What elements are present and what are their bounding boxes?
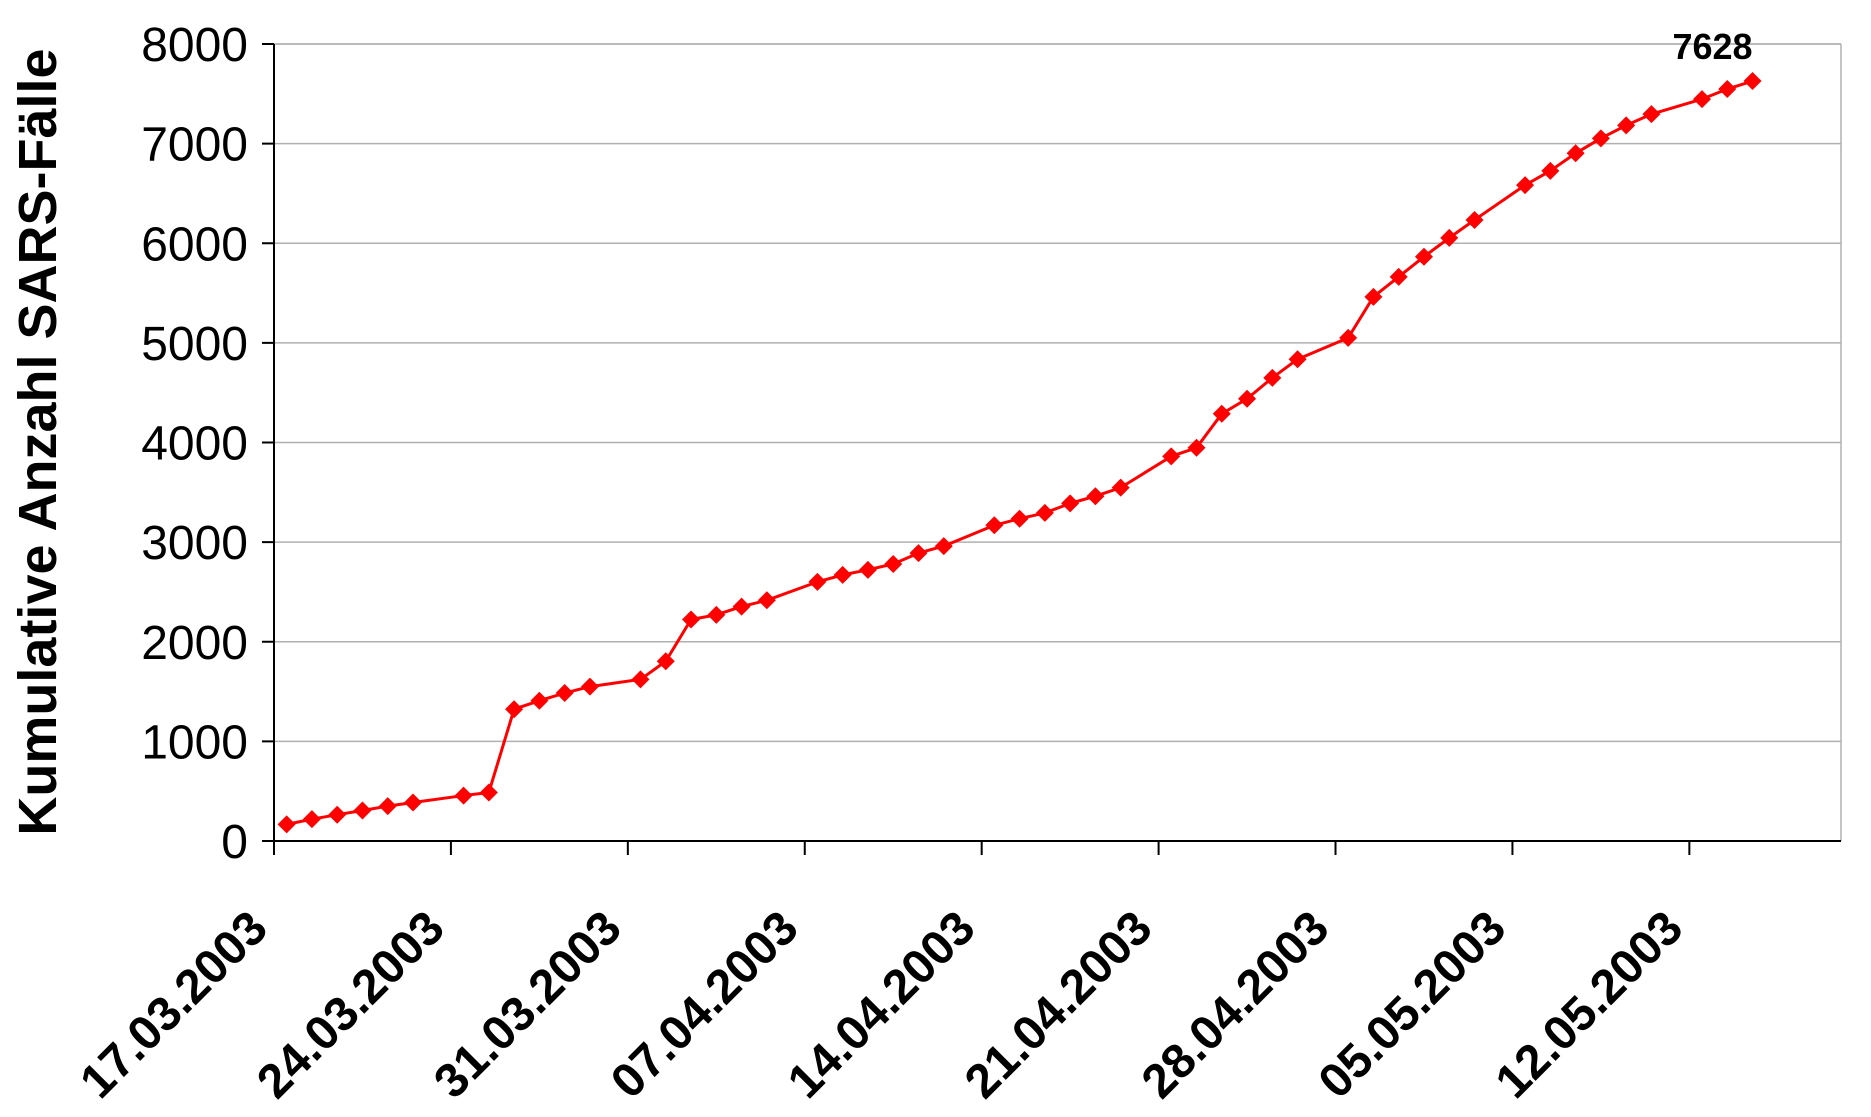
data-point: [378, 797, 397, 816]
data-point: [909, 544, 928, 563]
data-point: [1035, 503, 1054, 522]
data-point: [656, 652, 675, 671]
data-point: [1440, 228, 1459, 247]
data-point: [1389, 267, 1408, 286]
series-layer: [277, 72, 1762, 834]
x-tick-label: 05.05.2003: [1309, 901, 1516, 1108]
x-tick-label: 31.03.2003: [424, 901, 631, 1108]
data-point: [1288, 350, 1307, 369]
data-point: [1238, 389, 1257, 408]
data-point: [858, 560, 877, 579]
data-point: [530, 691, 549, 710]
data-point: [1642, 105, 1661, 124]
data-point: [884, 554, 903, 573]
data-point: [555, 684, 574, 703]
x-axis-ticks: 17.03.200324.03.200331.03.200307.04.2003…: [70, 841, 1693, 1109]
data-point: [1061, 494, 1080, 513]
data-point: [1516, 176, 1535, 195]
data-point: [1743, 72, 1762, 91]
data-point: [454, 786, 473, 805]
x-tick-label: 24.03.2003: [247, 901, 454, 1108]
data-point: [404, 793, 423, 812]
x-tick-label: 21.04.2003: [955, 901, 1162, 1108]
data-point: [505, 700, 524, 719]
data-point: [934, 537, 953, 556]
data-point: [1541, 161, 1560, 180]
data-point: [1566, 144, 1585, 163]
x-tick-label: 28.04.2003: [1132, 901, 1339, 1108]
data-point: [1465, 210, 1484, 229]
data-point: [1364, 287, 1383, 306]
data-point: [631, 670, 650, 689]
y-tick-label: 4000: [141, 418, 248, 471]
data-point: [985, 516, 1004, 535]
y-tick-label: 2000: [141, 617, 248, 670]
data-point: [580, 677, 599, 696]
y-axis-title: Kumulative Anzahl SARS-Fälle: [8, 48, 68, 835]
y-tick-label: 7000: [141, 119, 248, 172]
data-point: [1187, 438, 1206, 457]
x-tick-label: 14.04.2003: [778, 901, 985, 1108]
data-point: [1718, 80, 1737, 99]
annotations: 7628: [1672, 26, 1752, 67]
data-point: [1617, 116, 1636, 135]
y-tick-label: 0: [221, 816, 248, 869]
data-point: [302, 810, 321, 829]
y-tick-label: 5000: [141, 318, 248, 371]
data-point: [479, 783, 498, 802]
data-point: [277, 815, 296, 834]
data-point: [833, 565, 852, 584]
y-tick-label: 6000: [141, 218, 248, 271]
y-axis-ticks: 0 1000 2000 3000 4000 5000 6000 7000 8000: [141, 19, 274, 869]
data-point: [1086, 487, 1105, 506]
data-point: [1111, 478, 1130, 497]
data-point: [1414, 247, 1433, 266]
x-tick-label: 17.03.2003: [70, 901, 277, 1108]
data-point: [1010, 509, 1029, 528]
data-point: [353, 801, 372, 820]
data-point: [808, 572, 827, 591]
data-label: 7628: [1672, 26, 1752, 67]
x-tick-label: 12.05.2003: [1486, 901, 1693, 1108]
data-point: [732, 597, 751, 616]
data-point: [1692, 90, 1711, 109]
x-tick-label: 07.04.2003: [601, 901, 808, 1108]
grid-lines: [274, 43, 1842, 841]
data-point: [1162, 447, 1181, 466]
data-point: [682, 610, 701, 629]
data-point: [1339, 328, 1358, 347]
y-tick-label: 8000: [141, 19, 248, 72]
data-point: [1263, 368, 1282, 387]
y-tick-label: 3000: [141, 517, 248, 570]
y-tick-label: 1000: [141, 716, 248, 769]
data-point: [1212, 404, 1231, 423]
data-point: [757, 591, 776, 610]
data-point: [707, 605, 726, 624]
data-point: [1591, 129, 1610, 148]
data-point: [328, 805, 347, 824]
